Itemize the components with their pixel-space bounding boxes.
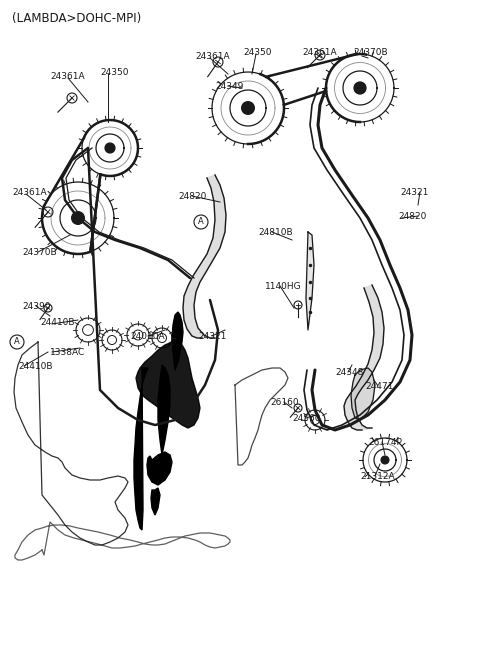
Text: 24370B: 24370B bbox=[22, 248, 57, 257]
Text: 24010A: 24010A bbox=[130, 332, 165, 341]
Text: 24348: 24348 bbox=[335, 368, 363, 377]
Text: 24350: 24350 bbox=[100, 68, 129, 77]
Polygon shape bbox=[172, 312, 183, 370]
Text: 24361A: 24361A bbox=[195, 52, 229, 61]
Text: 24361A: 24361A bbox=[50, 72, 84, 81]
Text: 21312A: 21312A bbox=[360, 472, 395, 481]
Circle shape bbox=[381, 456, 389, 464]
Circle shape bbox=[354, 82, 366, 94]
Text: 24410B: 24410B bbox=[18, 362, 52, 371]
Text: 24810B: 24810B bbox=[258, 228, 293, 237]
Polygon shape bbox=[134, 368, 148, 530]
Text: 24820: 24820 bbox=[178, 192, 206, 201]
Polygon shape bbox=[351, 368, 375, 420]
Text: (LAMBDA>DOHC-MPI): (LAMBDA>DOHC-MPI) bbox=[12, 12, 141, 25]
Text: 24410B: 24410B bbox=[40, 318, 74, 327]
Circle shape bbox=[105, 143, 115, 153]
Polygon shape bbox=[183, 175, 226, 338]
Text: 24471: 24471 bbox=[365, 382, 394, 391]
Polygon shape bbox=[158, 365, 170, 455]
Polygon shape bbox=[306, 232, 314, 330]
Text: 26174P: 26174P bbox=[368, 438, 402, 447]
Polygon shape bbox=[136, 342, 200, 428]
Text: 24390: 24390 bbox=[22, 302, 50, 311]
Text: 24370B: 24370B bbox=[353, 48, 388, 57]
Text: 24361A: 24361A bbox=[302, 48, 336, 57]
Text: 24820: 24820 bbox=[398, 212, 426, 221]
Text: 24321: 24321 bbox=[400, 188, 428, 197]
Text: 24321: 24321 bbox=[198, 332, 227, 341]
Text: 1140HG: 1140HG bbox=[265, 282, 301, 291]
Polygon shape bbox=[344, 285, 384, 430]
Polygon shape bbox=[147, 452, 172, 485]
Text: 24361A: 24361A bbox=[12, 188, 47, 197]
Circle shape bbox=[242, 102, 254, 114]
Text: A: A bbox=[198, 217, 204, 227]
Text: 24350: 24350 bbox=[243, 48, 272, 57]
Circle shape bbox=[72, 212, 84, 224]
Text: 24349: 24349 bbox=[215, 82, 243, 91]
Text: 1338AC: 1338AC bbox=[50, 348, 85, 357]
Text: 24560: 24560 bbox=[292, 414, 321, 423]
Text: 26160: 26160 bbox=[270, 398, 299, 407]
Polygon shape bbox=[151, 488, 160, 515]
Text: A: A bbox=[14, 338, 20, 347]
